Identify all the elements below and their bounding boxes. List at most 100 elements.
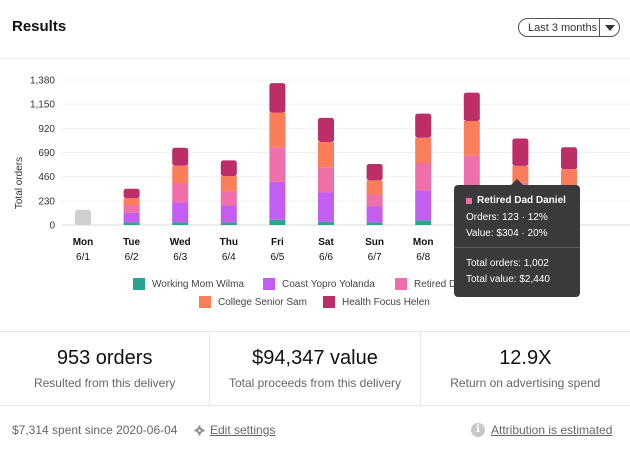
stat-caption: Total proceeds from this delivery [228,376,402,390]
bar-segment[interactable] [172,147,189,166]
bar-empty[interactable] [75,209,91,225]
bar-segment[interactable] [415,113,432,138]
bar-segment[interactable] [463,92,480,121]
attribution-link[interactable]: i Attribution is estimated [471,423,612,437]
stat-roas: 12.9X Return on advertising spend [419,332,630,405]
bar-segment[interactable] [366,180,383,195]
legend-item[interactable]: Working Mom Wilma [133,278,244,290]
stat-value: $94,347 value [252,347,378,369]
x-day-label: Tue [123,237,140,248]
x-day-label: Mon [73,237,94,248]
bar-segment[interactable] [366,194,383,207]
y-tick-label: 920 [38,124,55,135]
bar-segment[interactable] [269,112,286,148]
bar-segment[interactable] [561,169,577,188]
bar-segment[interactable] [561,147,577,170]
bar-segment[interactable] [172,183,189,203]
bar-segment[interactable] [512,165,529,183]
x-day-label: Sat [318,237,334,248]
gear-icon [194,424,205,436]
bar-segment[interactable] [463,155,480,190]
legend-item[interactable]: Coast Yopro Yolanda [263,278,375,290]
bar-segment[interactable] [415,137,432,164]
x-date-label: 6/8 [416,252,430,263]
info-icon: i [471,423,485,437]
bar-segment[interactable] [366,164,383,181]
bar-segment[interactable] [220,222,237,225]
tooltip-divider [454,247,580,248]
y-tick-label: 690 [38,148,55,159]
x-date-label: 6/6 [319,252,333,263]
tooltip-title-text: Retired Dad Daniel [477,195,566,206]
x-day-label: Mon [413,237,434,248]
bar-segment[interactable] [318,117,334,142]
stat-caption: Return on advertising spend [450,376,601,390]
bar-segment[interactable] [415,163,432,191]
legend-swatch [323,296,335,308]
bar-segment[interactable] [318,221,334,225]
bar-segment[interactable] [172,165,189,184]
bar-segment[interactable] [415,220,432,225]
page-title: Results [12,18,67,35]
bar-segment[interactable] [220,205,237,223]
bar-segment[interactable] [366,206,383,223]
legend-label: Working Mom Wilma [152,278,245,290]
stat-caption: Resulted from this delivery [33,376,176,390]
edit-settings-link[interactable]: Edit settings [194,423,275,437]
x-date-label: 6/2 [125,252,139,263]
x-day-label: Sun [365,237,384,248]
legend-swatch [199,296,211,308]
bar-segment[interactable] [123,205,140,213]
tooltip-total-value: Total value: $2,440 [466,274,550,285]
spent-summary: $7,314 spent since 2020-06-04 [12,423,178,437]
stat-value-total: $94,347 value Total proceeds from this d… [209,332,419,405]
edit-settings-label[interactable]: Edit settings [210,423,276,437]
bar-segment[interactable] [318,192,334,222]
bar-segment[interactable] [366,222,383,225]
chevron-down-icon[interactable] [599,19,619,36]
stat-orders: 953 orders Resulted from this delivery [0,332,209,405]
legend-item[interactable]: Retired D [395,278,456,290]
tooltip-title: Retired Dad Daniel [466,195,566,206]
bar-segment[interactable] [318,141,334,168]
attribution-label[interactable]: Attribution is estimated [491,423,613,437]
bar-segment[interactable] [172,222,189,225]
bar-segment[interactable] [269,181,286,220]
x-day-label: Thu [220,237,238,248]
bar-segment[interactable] [123,212,140,223]
tooltip-orders: Orders: 123 · 12% [466,212,548,223]
results-header: Results Last 3 months [0,0,630,58]
bar-segment[interactable] [269,83,286,113]
date-range-label: Last 3 months [528,21,598,34]
legend-swatch [395,278,407,290]
date-range-select[interactable]: Last 3 months [518,18,620,37]
x-date-label: 6/5 [270,252,284,263]
results-footer: $7,314 spent since 2020-06-04 Edit setti… [0,407,630,449]
legend-label: Coast Yopro Yolanda [282,278,375,290]
bar-segment[interactable] [123,188,140,199]
y-axis-title: Total orders [14,157,25,209]
stat-value: 953 orders [56,347,153,369]
bar-segment[interactable] [463,120,480,156]
tooltip-total-orders: Total orders: 1,002 [466,258,549,269]
y-tick-label: 1,380 [30,76,55,87]
bar-segment[interactable] [220,160,237,177]
stat-value: 12.9X [499,347,552,369]
bar-segment[interactable] [220,176,237,191]
legend-item[interactable]: College Senior Sam [199,296,307,308]
bar-segment[interactable] [318,167,334,193]
legend-label: Health Focus Helen [342,296,430,308]
legend-item[interactable]: Health Focus Helen [323,296,430,308]
bar-segment[interactable] [269,219,286,225]
x-day-label: Fri [271,237,284,248]
legend-swatch [263,278,275,290]
bar-segment[interactable] [269,147,286,182]
summary-stats: 953 orders Resulted from this delivery $… [0,331,630,406]
x-day-label: Wed [170,237,191,248]
bar-segment[interactable] [220,190,237,206]
bar-segment[interactable] [172,202,189,223]
bar-segment[interactable] [415,190,432,221]
bar-segment[interactable] [512,138,529,166]
bar-segment[interactable] [123,198,140,206]
bar-segment[interactable] [123,222,140,225]
